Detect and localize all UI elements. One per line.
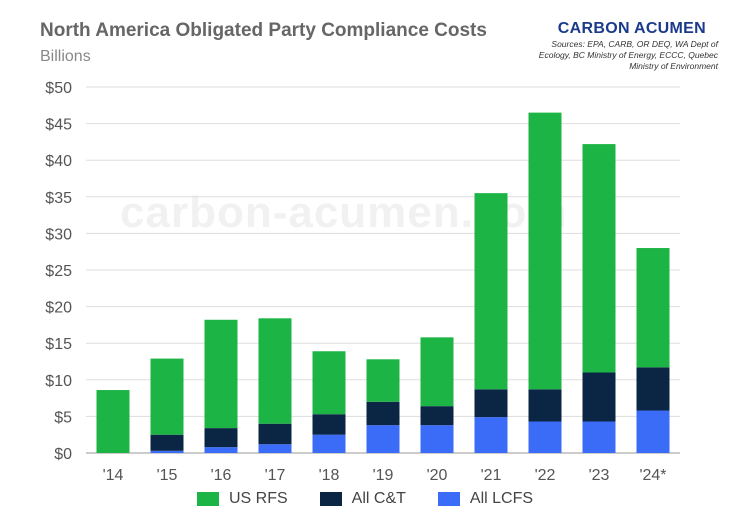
sources-note: Sources: EPA, CARB, OR DEQ, WA Dept of E… — [538, 39, 718, 71]
bar-segment — [258, 423, 292, 445]
bar-segment — [420, 337, 454, 407]
y-tick-label: $30 — [45, 226, 72, 243]
x-tick-label: '23 — [589, 467, 610, 484]
y-tick-label: $20 — [45, 300, 72, 317]
bars — [96, 112, 670, 453]
bar-segment — [312, 351, 346, 415]
bar-segment — [150, 434, 184, 451]
y-tick-label: $0 — [54, 446, 72, 463]
bar-segment — [258, 318, 292, 424]
bar-segment — [474, 193, 508, 390]
bar-segment — [528, 389, 562, 422]
bar-segment — [528, 112, 562, 390]
bar-segment — [96, 390, 130, 453]
bar-chart: $0$5$10$15$20$25$30$35$40$45$50 '14'15'1… — [45, 80, 680, 484]
bar-segment — [582, 144, 616, 373]
bar-segment — [312, 434, 346, 453]
legend-swatch — [196, 492, 219, 506]
x-tick-label: '14 — [103, 467, 124, 484]
y-tick-label: $40 — [45, 153, 72, 170]
x-tick-label: '21 — [481, 467, 502, 484]
gridlines — [86, 86, 680, 454]
bar-segment — [366, 359, 400, 402]
bar-segment — [420, 425, 454, 453]
bar-segment — [204, 428, 238, 448]
bar-segment — [150, 450, 184, 453]
y-tick-label: $25 — [45, 263, 72, 280]
y-tick-label: $45 — [45, 117, 72, 134]
bar-segment — [528, 421, 562, 453]
brand-logo: CARBON ACUMEN — [557, 20, 706, 37]
legend: US RFS All C&T All LCFS — [0, 490, 730, 508]
y-tick-label: $35 — [45, 190, 72, 207]
bar-segment — [636, 367, 670, 411]
legend-label: All C&T — [351, 490, 406, 507]
x-axis-ticks: '14 '15 '16 '17 '18 '19 '20 '21 '22 '23 '24* — [103, 467, 667, 484]
bar-segment — [366, 401, 400, 426]
legend-item: US RFS — [196, 490, 288, 508]
x-tick-label: '18 — [319, 467, 340, 484]
bar-segment — [474, 389, 508, 418]
x-tick-label: '17 — [265, 467, 286, 484]
chart-title: North America Obligated Party Compliance… — [40, 20, 487, 41]
y-tick-label: $15 — [45, 336, 72, 353]
y-tick-label: $5 — [54, 409, 72, 426]
bar-segment — [582, 372, 616, 422]
bar-segment — [258, 444, 292, 453]
y-tick-label: $50 — [45, 80, 72, 97]
legend-swatch — [437, 492, 460, 506]
bar-segment — [204, 319, 238, 429]
x-tick-label: '24* — [639, 467, 666, 484]
x-tick-label: '19 — [373, 467, 394, 484]
legend-item: All C&T — [319, 490, 406, 508]
y-tick-label: $10 — [45, 373, 72, 390]
bar-segment — [582, 421, 616, 453]
legend-item: All LCFS — [437, 490, 534, 508]
bar-segment — [474, 417, 508, 453]
legend-swatch — [319, 492, 342, 506]
bar-segment — [204, 447, 238, 453]
bar-segment — [636, 410, 670, 453]
bar-segment — [420, 406, 454, 426]
bar-segment — [150, 358, 184, 435]
x-tick-label: '15 — [157, 467, 178, 484]
legend-label: All LCFS — [469, 490, 534, 507]
bar-segment — [312, 414, 346, 435]
x-tick-label: '16 — [211, 467, 232, 484]
x-tick-label: '20 — [427, 467, 448, 484]
bar-segment — [366, 425, 400, 453]
chart-subtitle: Billions — [40, 48, 91, 65]
x-tick-label: '22 — [535, 467, 556, 484]
y-axis-ticks: $0 $5 $10 $15 $20 $25 $30 $35 $40 $45 $50 — [45, 80, 72, 463]
bar-segment — [636, 248, 670, 368]
legend-label: US RFS — [228, 490, 288, 507]
